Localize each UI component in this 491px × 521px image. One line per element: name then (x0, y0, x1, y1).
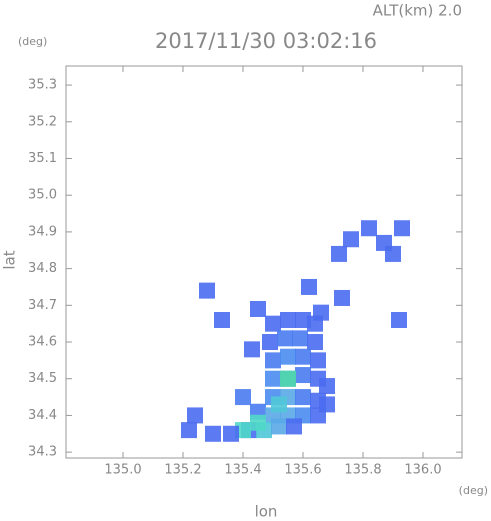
echo-cell (262, 334, 278, 351)
echo-cell (292, 330, 308, 347)
x-unit: (deg) (459, 484, 488, 497)
echo-cell (235, 389, 251, 406)
echo-cell (361, 220, 377, 237)
echo-cell (343, 231, 359, 248)
plot-frame (65, 65, 463, 459)
echo-cell (391, 311, 407, 328)
echo-cell (244, 341, 260, 358)
echo-cell (394, 220, 410, 237)
echo-cell (271, 418, 287, 435)
echo-cell (295, 348, 311, 365)
y-unit: (deg) (18, 35, 47, 48)
x-tick-label: 135.8 (344, 463, 381, 478)
echo-cell (280, 348, 296, 365)
echo-cell (286, 418, 302, 435)
echo-cell (205, 425, 221, 442)
echo-cell (265, 315, 281, 332)
y-tick-label: 34.7 (28, 298, 57, 313)
echo-cell (265, 370, 281, 387)
echo-cell (295, 389, 311, 406)
y-tick-label: 35.0 (28, 188, 57, 203)
y-tick-label: 34.9 (28, 224, 57, 239)
echo-cell (265, 352, 281, 369)
x-axis-label: lon (255, 503, 278, 521)
echo-cell (301, 278, 317, 295)
y-tick-label: 34.4 (28, 408, 57, 423)
x-tick-label: 136.0 (404, 463, 441, 478)
echo-cell (181, 422, 197, 439)
timestamp: 2017/11/30 03:02:16 (155, 29, 377, 53)
echo-cell (277, 330, 293, 347)
y-axis-label: lat (1, 250, 19, 269)
echo-cell (187, 407, 203, 424)
x-tick-label: 135.2 (164, 463, 201, 478)
echo-cell (310, 407, 326, 424)
echo-cell (307, 334, 323, 351)
altitude-label: ALT(km) 2.0 (373, 2, 462, 20)
echo-cell (295, 367, 311, 384)
echo-cell (319, 378, 335, 395)
x-tick-label: 135.4 (224, 463, 261, 478)
x-tick-label: 135.6 (284, 463, 321, 478)
y-tick-label: 35.1 (28, 151, 57, 166)
echo-cell (199, 282, 215, 299)
y-tick-label: 34.8 (28, 261, 57, 276)
echo-cell (280, 311, 296, 328)
echo-cell (331, 245, 347, 262)
echo-cell (310, 352, 326, 369)
echo-cell (250, 414, 266, 431)
echo-cell (280, 370, 296, 387)
y-tick-label: 34.6 (28, 335, 57, 350)
echo-cell (250, 300, 266, 317)
y-tick-label: 34.5 (28, 371, 57, 386)
y-tick-label: 34.3 (28, 445, 57, 460)
y-tick-label: 35.3 (28, 78, 57, 93)
echo-cell (334, 289, 350, 306)
y-tick-label: 35.2 (28, 114, 57, 129)
echo-cell (214, 311, 230, 328)
echo-cell (223, 425, 239, 442)
echo-cell (385, 245, 401, 262)
x-tick-label: 135.0 (104, 463, 141, 478)
echo-cell (271, 396, 287, 413)
echo-cell (313, 304, 329, 321)
